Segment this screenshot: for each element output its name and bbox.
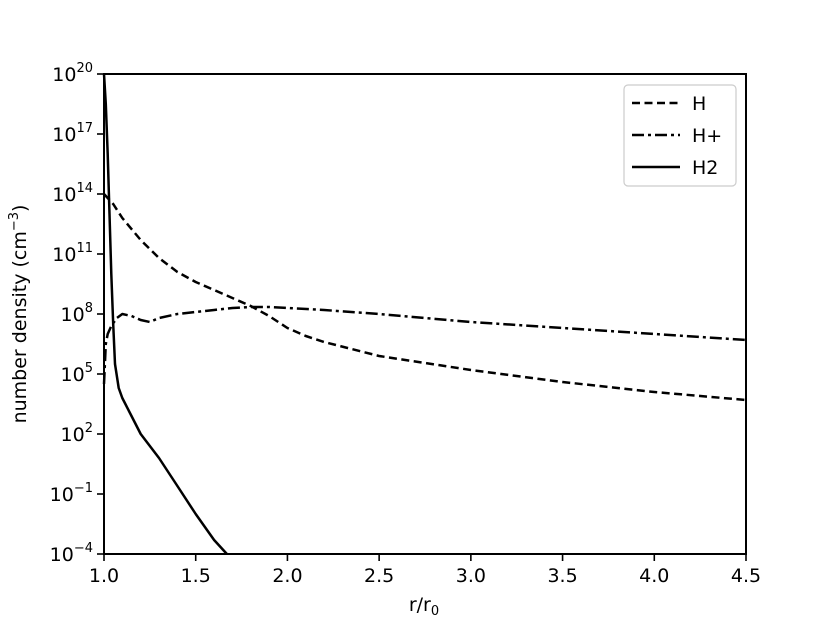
y-tick-label: 10−1 <box>50 481 93 506</box>
legend-label: H+ <box>692 125 722 147</box>
x-tick-label: 1.5 <box>181 565 211 587</box>
y-tick-label: 102 <box>61 421 93 446</box>
y-tick-label: 108 <box>61 301 93 326</box>
series-line-h2 <box>102 73 228 555</box>
x-tick-label: 3.0 <box>456 565 486 587</box>
x-tick-label: 1.0 <box>89 565 119 587</box>
x-tick-label: 4.5 <box>731 565 761 587</box>
y-tick-label: 1020 <box>52 61 93 86</box>
y-tick-label: 10−4 <box>50 541 93 566</box>
y-tick-label: 105 <box>61 361 93 386</box>
series-lines-layer <box>102 73 747 555</box>
legend-label: H2 <box>692 157 718 179</box>
legend-label: H <box>692 93 706 115</box>
y-tick-label: 1014 <box>52 181 93 206</box>
plot-frame <box>103 73 747 555</box>
y-axis-label-superscript: −3 <box>7 212 22 231</box>
x-tick-label: 4.0 <box>639 565 669 587</box>
series-line-h <box>103 193 747 402</box>
y-tick-label: 1011 <box>52 241 93 266</box>
y-axis-label: number density (cm−3) <box>7 205 31 424</box>
x-tick-label: 3.5 <box>547 565 577 587</box>
legend: H H+ H2 <box>623 84 737 187</box>
series-line-h-plus <box>102 305 747 385</box>
x-tick-label: 2.0 <box>272 565 302 587</box>
x-tick-label: 2.5 <box>364 565 394 587</box>
ticks-layer: 1.0 1.5 2.0 2.5 3.0 3.5 4.0 4.5 1020 1017 1014 1011… <box>50 61 761 587</box>
y-tick-label: 1017 <box>52 121 93 146</box>
x-axis-label: r/r0 <box>409 594 439 619</box>
x-axis-label-subscript: 0 <box>431 604 439 619</box>
